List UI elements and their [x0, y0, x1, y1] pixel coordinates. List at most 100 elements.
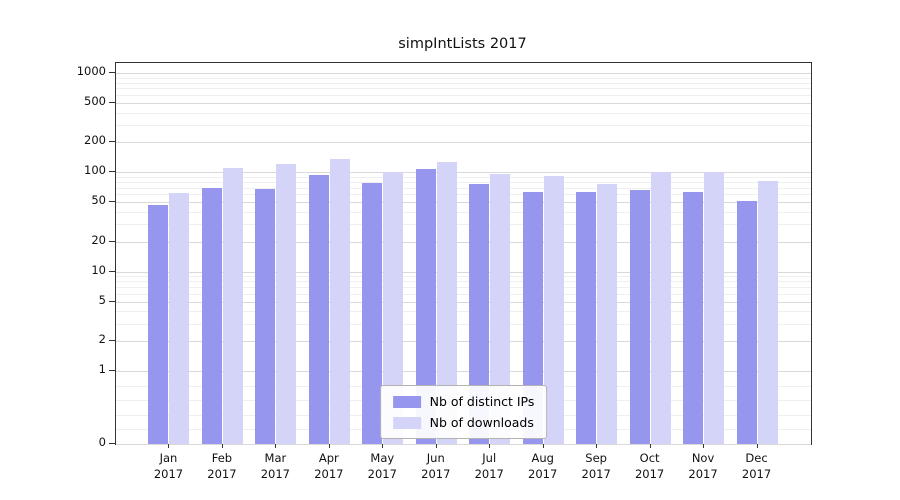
x-tick-mark	[221, 444, 223, 448]
x-tick-line: Oct	[639, 451, 660, 465]
x-tick-label: Jul 2017	[459, 451, 519, 482]
x-tick-line: 2017	[581, 466, 611, 481]
gridline-minor	[116, 77, 811, 79]
gridline-minor	[116, 187, 811, 189]
gridline-major	[116, 172, 811, 174]
gridline-major	[116, 202, 811, 204]
y-tick-mark	[109, 141, 115, 143]
gridline-minor	[116, 224, 811, 226]
gridline-minor	[116, 82, 811, 84]
x-tick-mark	[703, 444, 705, 448]
gridline-major	[116, 371, 811, 372]
gridline-major	[116, 301, 811, 303]
x-tick-line: May	[370, 451, 395, 465]
y-tick-label: 100	[84, 163, 106, 178]
x-tick-label: Jan 2017	[138, 451, 198, 482]
y-tick-mark	[109, 101, 115, 103]
legend-swatch-distinct-ips	[392, 395, 421, 408]
legend: Nb of distinct IPs Nb of downloads	[379, 385, 548, 439]
y-tick-label: 2	[98, 332, 106, 347]
y-tick-label: 50	[91, 193, 106, 208]
y-tick-mark	[109, 300, 115, 302]
gridline-minor	[116, 194, 811, 196]
gridline-minor	[116, 287, 811, 289]
y-tick-label: 10	[91, 262, 106, 277]
x-tick-label: Jun 2017	[406, 451, 466, 482]
y-tick-mark	[109, 340, 115, 342]
gridline-minor	[116, 293, 811, 295]
gridline-minor	[116, 281, 811, 283]
x-tick-label: Dec 2017	[727, 451, 787, 482]
x-tick-mark	[435, 444, 437, 448]
legend-label-distinct-ips: Nb of distinct IPs	[429, 394, 535, 409]
x-tick-line: Jul	[482, 451, 497, 465]
legend-item-downloads: Nb of downloads	[392, 415, 535, 430]
y-tick-mark	[109, 72, 115, 73]
x-tick-line: 2017	[207, 466, 237, 481]
bar-distinct-ips-jul	[469, 183, 490, 444]
x-tick-mark	[756, 444, 758, 448]
bar-distinct-ips-aug	[522, 191, 543, 444]
gridline-major	[116, 241, 811, 243]
x-tick-mark	[596, 444, 598, 448]
legend-swatch-downloads	[392, 416, 421, 429]
legend-item-distinct-ips: Nb of distinct IPs	[392, 394, 535, 409]
y-tick-label: 5	[98, 292, 106, 307]
y-tick-label: 0	[98, 435, 106, 449]
y-tick-mark	[109, 201, 115, 203]
x-tick-label: Nov 2017	[673, 451, 733, 482]
gridline-minor	[116, 112, 811, 114]
y-tick-mark	[109, 443, 115, 444]
bar-distinct-ips-oct	[629, 190, 650, 444]
gridline-minor	[116, 311, 811, 313]
gridline-minor	[116, 211, 811, 213]
x-tick-line: Mar	[264, 451, 287, 465]
y-tick-mark	[109, 370, 115, 371]
bar-downloads-oct	[650, 172, 671, 444]
bar-downloads-jan	[169, 192, 190, 444]
x-tick-label: Aug 2017	[513, 451, 573, 482]
y-tick-label: 20	[91, 232, 106, 247]
gridline-minor	[116, 176, 811, 178]
bar-downloads-sep	[597, 184, 618, 444]
x-tick-line: Aug	[531, 451, 554, 465]
x-tick-line: Dec	[745, 451, 768, 465]
gridline-major	[116, 102, 811, 104]
chart-title: simpIntLists 2017	[398, 36, 527, 52]
x-tick-label: Sep 2017	[566, 451, 626, 482]
gridline-major	[116, 142, 811, 144]
gridline-major	[116, 341, 811, 343]
x-tick-line: Apr	[318, 451, 339, 465]
x-tick-mark	[328, 444, 330, 448]
x-tick-line: Nov	[691, 451, 715, 465]
x-tick-line: Jan	[159, 451, 178, 465]
plot-area: Nb of distinct IPs Nb of downloads	[115, 62, 812, 445]
bar-distinct-ips-jun	[415, 169, 436, 444]
x-tick-mark	[275, 444, 277, 448]
bar-distinct-ips-apr	[308, 175, 329, 444]
y-tick-mark	[109, 240, 115, 242]
bar-downloads-apr	[329, 159, 350, 444]
gridline-minor	[116, 181, 811, 183]
gridline-major	[116, 73, 811, 74]
x-tick-label: Apr 2017	[299, 451, 359, 482]
gridline-minor	[116, 88, 811, 90]
x-tick-label: Oct 2017	[620, 451, 680, 482]
bar-downloads-dec	[757, 180, 778, 444]
x-tick-mark	[542, 444, 544, 448]
x-tick-line: 2017	[741, 466, 772, 481]
x-tick-line: 2017	[314, 466, 344, 481]
gridline-minor	[116, 323, 811, 325]
bar-distinct-ips-may	[362, 182, 383, 444]
x-tick-label: Feb 2017	[192, 451, 252, 482]
bar-distinct-ips-nov	[683, 191, 704, 444]
bar-distinct-ips-jan	[148, 204, 169, 444]
x-tick-line: 2017	[153, 466, 184, 481]
x-tick-line: Jun	[426, 451, 445, 465]
bar-distinct-ips-feb	[201, 187, 222, 444]
x-tick-line: 2017	[260, 466, 291, 481]
x-tick-mark	[382, 444, 384, 448]
gridline-minor	[116, 124, 811, 126]
x-tick-line: Feb	[211, 451, 233, 465]
